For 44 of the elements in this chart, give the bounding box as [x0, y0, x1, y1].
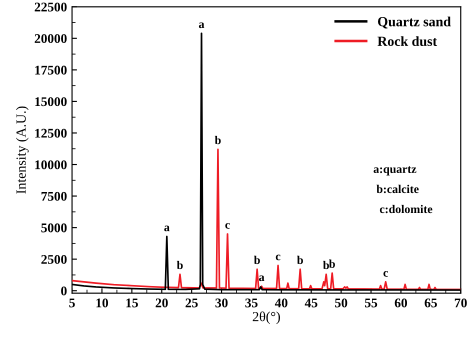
- annotation: c: [225, 223, 230, 229]
- x-tick-label: 35: [245, 298, 258, 308]
- x-tick-label: 10: [96, 298, 108, 308]
- y-tick-label: 2500: [41, 254, 67, 264]
- y-axis-title: Intensity (A.U.): [16, 106, 29, 194]
- x-tick-label: 45: [304, 298, 318, 308]
- x-tick-label: 15: [126, 298, 138, 308]
- x-axis-title: 2θ(°): [252, 311, 280, 324]
- legend-label: Rock dust: [378, 36, 438, 46]
- annotation: b: [297, 256, 303, 264]
- annotation: b: [176, 260, 183, 270]
- x-tick-label: 30: [215, 298, 228, 308]
- y-tick-label: 17500: [35, 66, 67, 75]
- x-tick-label: 20: [156, 298, 168, 308]
- y-tick-label: 0: [61, 286, 67, 296]
- x-tick-label: 5: [69, 298, 75, 308]
- y-tick-label: 10000: [35, 160, 67, 170]
- x-tick-label: 50: [335, 298, 348, 308]
- y-tick-label: 7500: [42, 192, 67, 201]
- line-series: [72, 148, 461, 290]
- annotation: c: [383, 271, 388, 277]
- annotation: a: [259, 275, 264, 282]
- y-tick-label: 5000: [41, 223, 67, 232]
- y-tick-label: 15000: [35, 97, 67, 106]
- annotation: b:calcite: [376, 184, 419, 194]
- x-tick-label: 40: [274, 298, 288, 308]
- y-tick-label: 20000: [34, 34, 67, 44]
- annotation: b: [329, 260, 335, 268]
- annotation: c:dolomite: [380, 204, 432, 214]
- y-tick-label: 22500: [34, 2, 67, 12]
- annotation: b: [254, 256, 260, 264]
- y-tick-label: 12500: [35, 128, 67, 138]
- annotation: b: [214, 136, 221, 144]
- x-tick-label: 65: [424, 298, 437, 308]
- annotation: a:quartz: [374, 166, 416, 176]
- annotation: a: [198, 22, 204, 28]
- annotation: b: [323, 260, 329, 270]
- legend-label: Quartz sand: [378, 16, 451, 28]
- x-tick-label: 25: [186, 298, 198, 308]
- x-tick-label: 55: [364, 298, 378, 308]
- annotation: c: [276, 254, 280, 260]
- x-tick-label: 60: [394, 298, 408, 308]
- x-tick-label: 70: [454, 298, 467, 308]
- annotation: a: [164, 226, 170, 232]
